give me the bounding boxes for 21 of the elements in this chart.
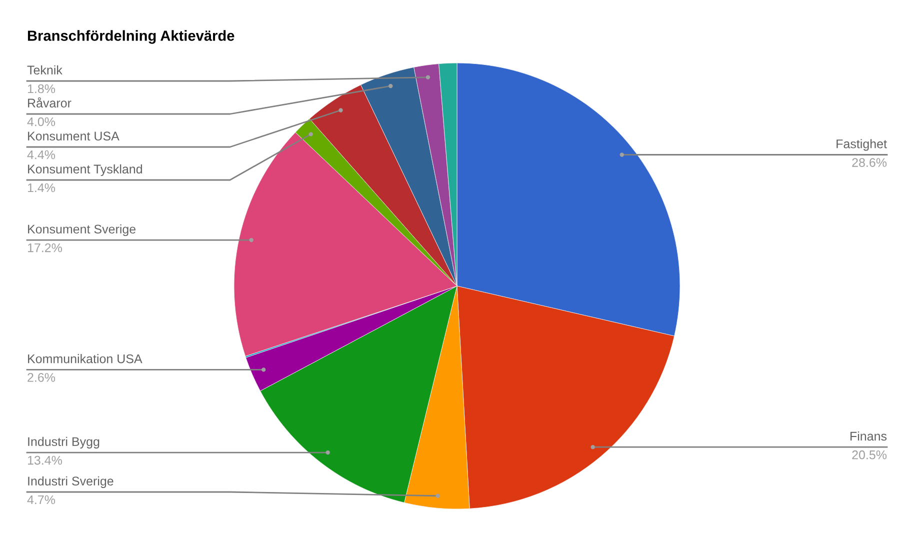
data-label: 1.4%: [28, 183, 56, 192]
slice-label: Fastighet: [836, 139, 887, 151]
slice-label: Konsument Sverige: [28, 224, 136, 236]
data-label: 13.4%: [28, 456, 62, 465]
slice-label: Konsument USA: [28, 132, 120, 141]
slice-label: Konsument Tyskland: [28, 164, 142, 176]
slice-label: Industri Bygg: [28, 436, 100, 449]
data-label: 17.2%: [28, 243, 62, 252]
chart-title: Branschfördelning Aktievärde: [28, 30, 234, 44]
slice-label: Industri Sverige: [28, 476, 114, 488]
data-label: 20.5%: [852, 450, 887, 460]
data-label: 2.6%: [28, 373, 56, 382]
slice-label: Finans: [850, 431, 887, 441]
data-label: 4.4%: [27, 150, 56, 160]
slice-label: Råvaror: [28, 97, 72, 108]
data-label: 28.6%: [852, 158, 887, 167]
data-label: 4.7%: [27, 495, 56, 504]
slice-label: Teknik: [27, 65, 62, 75]
data-label: 1.8%: [28, 84, 56, 94]
slice-label: Kommunikation USA: [28, 354, 142, 364]
data-label: 4.0%: [27, 117, 56, 126]
